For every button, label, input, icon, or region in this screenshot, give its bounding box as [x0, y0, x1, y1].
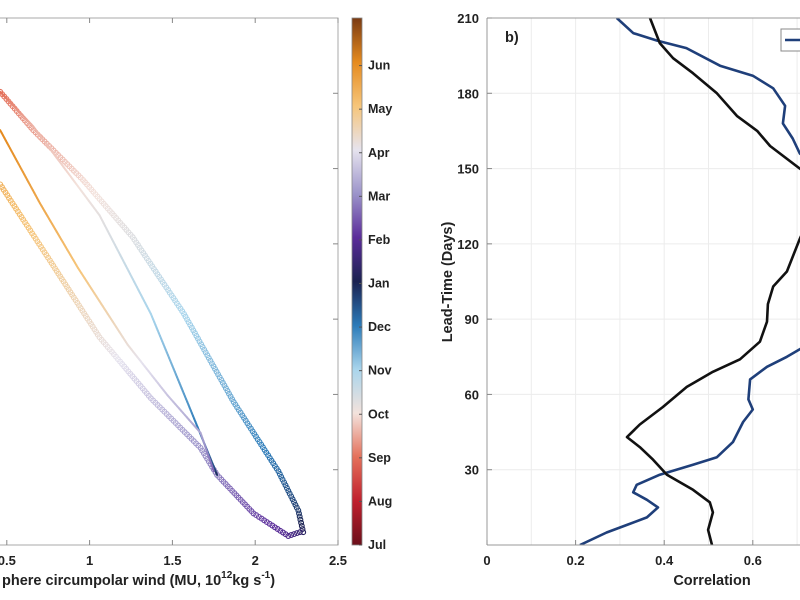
colorbar-label-jan: Jan [368, 277, 390, 291]
panel-b-axes: 0 0.2 0.4 0.6 30 60 90 120 150 180 210 [457, 11, 800, 568]
line-segment [211, 467, 215, 473]
ring-marker [296, 510, 302, 517]
y-tick-label: 180 [457, 86, 479, 101]
colorbar-label-jul: Jul [368, 538, 386, 552]
colorbar-label-jun: Jun [368, 59, 390, 73]
x-tick-label: 2 [252, 553, 259, 568]
ring-marker [275, 468, 282, 475]
panel-a-axes: 0.5 1 1.5 2 2.5 [0, 17, 347, 568]
y-tick-label: 150 [457, 162, 479, 177]
ring-marker [296, 529, 303, 536]
ring-marker [289, 496, 296, 503]
colorbar-label-nov: Nov [368, 364, 392, 378]
x-tick-label: 0.6 [744, 553, 762, 568]
colorbar-label-oct: Oct [368, 407, 390, 421]
panel-a-axes-box [0, 17, 339, 546]
ring-marker [298, 523, 305, 529]
colorbar-label-sep: Sep [368, 451, 391, 465]
ring-marker [0, 184, 5, 191]
panel-label: b) [505, 30, 519, 46]
legend [780, 28, 800, 52]
ring-marker [276, 471, 283, 477]
ring-marker [281, 479, 288, 486]
panel-a-x-axis-label: phere circumpolar wind (MU, 1012kg s-1) [2, 570, 275, 589]
ring-marker [278, 473, 285, 480]
ring-marker [0, 181, 4, 188]
x-tick-label: 0 [483, 553, 490, 568]
panel-b-plot-area [579, 18, 800, 545]
colorbar-label-apr: Apr [368, 146, 390, 160]
colorbar-label-feb: Feb [368, 233, 391, 247]
ring-marker [283, 485, 290, 491]
ring-marker [296, 513, 303, 520]
series-2 [0, 129, 215, 473]
black-correlation-line [625, 18, 800, 545]
colorbar: Jul Aug Sep Oct Nov Dec Jan Feb Mar Apr May Jun [351, 17, 392, 552]
x-tick-label: 1 [86, 553, 93, 568]
y-tick-label: 210 [457, 11, 479, 26]
ring-marker [294, 530, 300, 537]
x-tick-label: 0.2 [567, 553, 585, 568]
ring-marker [285, 487, 292, 494]
colorbar-label-may: May [368, 102, 392, 116]
y-tick-label: 120 [457, 237, 479, 252]
y-tick-label: 90 [465, 312, 479, 327]
ring-marker [292, 501, 299, 508]
ring-marker [288, 532, 295, 538]
ring-marker [295, 507, 302, 514]
x-tick-label: 0.4 [655, 553, 674, 568]
series-0 [0, 88, 307, 539]
ring-marker [282, 482, 289, 489]
line-segment [215, 471, 219, 476]
panel-a-plot-area [0, 88, 307, 539]
ring-marker [300, 529, 307, 536]
panel-a: 0.5 1 1.5 2 2.5 phere circumpolar wind (MU, … [0, 17, 392, 589]
series-1 [0, 90, 219, 476]
y-tick-label: 30 [465, 463, 479, 478]
ring-marker [291, 499, 297, 505]
colorbar-gradient [351, 17, 363, 546]
x-tick-label: 2.5 [329, 553, 347, 568]
colorbar-label-dec: Dec [368, 320, 391, 334]
colorbar-label-mar: Mar [368, 189, 390, 203]
ring-marker [298, 519, 305, 526]
colorbar-label-aug: Aug [368, 494, 392, 508]
panel-b: 0 0.2 0.4 0.6 30 60 90 120 150 180 210 b) Correlat… [440, 11, 800, 589]
panel-b-y-axis-label: Lead-Time (Days) [440, 222, 456, 343]
blue-correlation-line [579, 18, 800, 545]
ring-marker [288, 493, 295, 500]
panel-b-x-axis-label: Correlation [673, 573, 750, 589]
ring-marker [297, 516, 304, 523]
x-tick-label: 1.5 [163, 553, 181, 568]
ring-marker [291, 531, 298, 538]
x-tick-label: 0.5 [0, 553, 16, 568]
panel-b-grid [487, 17, 800, 545]
y-tick-label: 60 [465, 387, 479, 402]
